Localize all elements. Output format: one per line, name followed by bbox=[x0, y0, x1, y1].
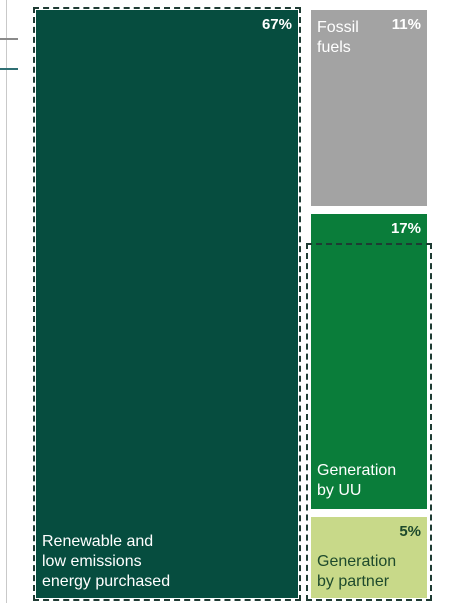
tile-fossil-fuels: 11% Fossil fuels bbox=[311, 10, 427, 206]
segment-label-fossil: Fossil fuels bbox=[317, 19, 359, 56]
segment-label-partner: Generation by partner bbox=[317, 553, 397, 590]
value-label-renewable: 67% bbox=[261, 16, 292, 33]
left-dash-mark-teal bbox=[0, 68, 18, 70]
segment-label-renewable: Renewable and low emissions energy purch… bbox=[42, 533, 171, 590]
tile-generation-partner: 5% Generation by partner bbox=[311, 517, 427, 598]
tile-generation-uu: 17% Generation by UU bbox=[311, 214, 427, 509]
value-label-uu: 17% bbox=[390, 220, 421, 237]
tile-renewable-purchased: 67% Renewable and low emissions energy p… bbox=[36, 10, 298, 598]
value-label-fossil: 11% bbox=[391, 16, 421, 33]
segment-label-uu: Generation by UU bbox=[317, 462, 397, 499]
left-dash-mark-gray bbox=[0, 38, 18, 40]
value-label-partner: 5% bbox=[399, 523, 421, 540]
left-border-line bbox=[0, 0, 7, 603]
